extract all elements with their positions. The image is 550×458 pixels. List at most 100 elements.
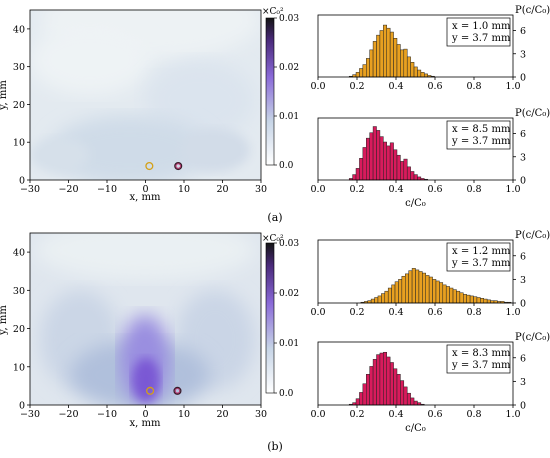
hist-xtick-label-b-top: 1.0 bbox=[505, 307, 520, 318]
xtick-label-b: 0 bbox=[142, 409, 148, 420]
xtick-label-a: 20 bbox=[216, 184, 228, 195]
hist-bar-b-top bbox=[432, 279, 437, 304]
hist-bar-a-top bbox=[362, 64, 367, 78]
colorbar-b-bar bbox=[265, 242, 275, 394]
hist-xtick-label-b-top: 0.6 bbox=[427, 307, 442, 318]
hist-bar-b-top bbox=[473, 296, 478, 304]
hist-bar-a-top bbox=[393, 38, 398, 78]
hist-bar-b-top bbox=[370, 298, 375, 304]
hist-ylabel-b-bottom: P(c/C₀) bbox=[515, 332, 550, 343]
hist-ytick-label-b-top: 0 bbox=[520, 299, 526, 310]
hist-bar-a-top bbox=[396, 44, 401, 78]
hist-xtick-label-b-bottom: 1.0 bbox=[505, 409, 520, 420]
hist-bar-b-bottom bbox=[403, 386, 408, 406]
hist-bar-b-top bbox=[466, 294, 471, 304]
heatmap-a-intensity bbox=[30, 10, 260, 180]
hist-xtick-label-b-top: 0.2 bbox=[349, 307, 364, 318]
hist-xtick-label-b-bottom: 0.0 bbox=[310, 409, 325, 420]
probe-marker-a bbox=[174, 161, 183, 171]
hist-bar-b-top bbox=[384, 290, 389, 304]
hist-annotation-box-b-top bbox=[446, 242, 511, 272]
hist-bar-a-top bbox=[420, 72, 425, 78]
hist-bar-a-bottom bbox=[417, 176, 422, 181]
heatmap-b-xlabel: x, mm bbox=[130, 418, 161, 429]
xtick-label-b: 10 bbox=[178, 409, 190, 420]
hist-annotation-line-b-bottom: y = 3.7 mm bbox=[451, 360, 511, 371]
hist-bar-b-top bbox=[425, 275, 430, 304]
probe-marker-inner-b bbox=[174, 388, 181, 394]
ytick-label-b: 40 bbox=[13, 248, 25, 259]
hist-ytick-label-b-bottom: 6 bbox=[520, 353, 526, 364]
hist-bar-a-bottom bbox=[400, 161, 405, 181]
hist-bar-a-bottom bbox=[389, 142, 394, 181]
hist-bar-a-top bbox=[383, 24, 387, 78]
hist-bar-a-bottom bbox=[410, 171, 415, 181]
hist-ytick-label-a-top: 3 bbox=[520, 49, 526, 60]
hist-bar-b-top bbox=[411, 268, 416, 304]
hist-bar-a-top bbox=[376, 34, 381, 78]
hist-bar-a-top bbox=[386, 27, 391, 78]
hist-bar-b-bottom bbox=[406, 392, 411, 406]
hist-bar-b-top bbox=[377, 295, 382, 304]
hist-bar-a-bottom bbox=[379, 136, 384, 181]
hist-bar-a-top bbox=[403, 48, 408, 78]
colorbar-tick-label-a: 0.02 bbox=[279, 63, 299, 73]
hist-annotation-line-b-top: x = 1.2 mm bbox=[452, 246, 511, 257]
hist-bar-a-top bbox=[400, 49, 405, 78]
hist-bar-a-bottom bbox=[406, 166, 411, 181]
ytick-label-a: 10 bbox=[13, 138, 25, 149]
hist-xtick-label-b-bottom: 0.6 bbox=[427, 409, 442, 420]
hist-annotation-line-a-top: x = 1.0 mm bbox=[452, 21, 511, 32]
hist-bar-b-top bbox=[483, 298, 488, 304]
hist-bar-a-bottom bbox=[355, 168, 360, 181]
hist-ytick-label-a-top: 6 bbox=[520, 26, 526, 37]
heatmap-a-markers bbox=[145, 161, 183, 171]
hist-bar-a-top bbox=[413, 66, 418, 78]
hist-ytick-label-a-top: 0 bbox=[520, 73, 526, 84]
hist-bar-b-bottom bbox=[355, 398, 360, 406]
hist-bar-b-bottom bbox=[400, 380, 405, 406]
hist-bar-b-top bbox=[391, 284, 396, 304]
xtick-label-a: −30 bbox=[20, 184, 40, 195]
ytick-label-b: 30 bbox=[13, 286, 25, 297]
hist-bar-b-top bbox=[405, 273, 409, 304]
histogram-b-top: 0.0 0.2 0.4 0.6 0.8 1.00 3 6 P(c/C₀) x = 1.2 mmy … bbox=[310, 230, 550, 318]
hist-bar-b-bottom bbox=[413, 400, 418, 406]
hist-ytick-label-a-bottom: 3 bbox=[520, 152, 526, 163]
probe-marker-b bbox=[173, 386, 182, 395]
ytick-label-a: 30 bbox=[13, 62, 25, 73]
hist-frame-a-top bbox=[317, 14, 514, 78]
hist-xlabel-a-bottom: c/C₀ bbox=[405, 198, 426, 209]
hist-bar-a-top bbox=[372, 41, 377, 78]
heatmap-a-xlabel: x, mm bbox=[130, 192, 161, 203]
hist-bar-a-bottom bbox=[359, 158, 364, 181]
hist-bar-b-top bbox=[398, 279, 403, 304]
hist-bar-b-bottom bbox=[396, 374, 401, 406]
colorbar-tick-label-b: 0.02 bbox=[279, 289, 299, 299]
hist-xtick-label-a-bottom: 1.0 bbox=[505, 184, 520, 195]
xtick-label-a: 0 bbox=[142, 184, 148, 195]
hist-ytick-label-b-top: 3 bbox=[520, 275, 526, 286]
hist-bar-b-top bbox=[401, 275, 406, 304]
histogram-a-top: 0.0 0.2 0.4 0.6 0.8 1.00 3 6 P(c/C₀) x = 1.0 mmy … bbox=[310, 5, 550, 92]
hist-bar-b-top bbox=[476, 297, 481, 304]
heatmap-a-ticks: −30 −20 −10 0 10 20 30 0 10 20 30 40 bbox=[13, 24, 267, 195]
hist-bar-b-top bbox=[480, 298, 484, 304]
colorbar-tick-label-a: 0.03 bbox=[279, 14, 299, 24]
hist-bar-b-bottom bbox=[393, 368, 398, 406]
hist-bar-b-top bbox=[469, 295, 474, 304]
hist-bar-b-top bbox=[381, 293, 386, 304]
hist-xtick-label-a-bottom: 0.2 bbox=[349, 184, 364, 195]
hist-bar-a-top bbox=[417, 69, 422, 78]
hist-bar-b-bottom bbox=[386, 356, 391, 406]
hist-bar-a-top bbox=[355, 72, 360, 78]
panel-label-a: (a) bbox=[267, 211, 282, 224]
heatmap-b-ticks: −30 −20 −10 0 10 20 30 0 10 20 30 40 bbox=[13, 248, 267, 420]
hist-bar-b-top bbox=[374, 297, 379, 304]
probe-marker-b bbox=[146, 386, 155, 395]
hist-bar-b-bottom bbox=[379, 352, 384, 406]
hist-bar-a-bottom bbox=[413, 174, 418, 181]
hist-xtick-label-a-bottom: 0.8 bbox=[466, 184, 481, 195]
hist-bar-b-top bbox=[459, 292, 464, 304]
